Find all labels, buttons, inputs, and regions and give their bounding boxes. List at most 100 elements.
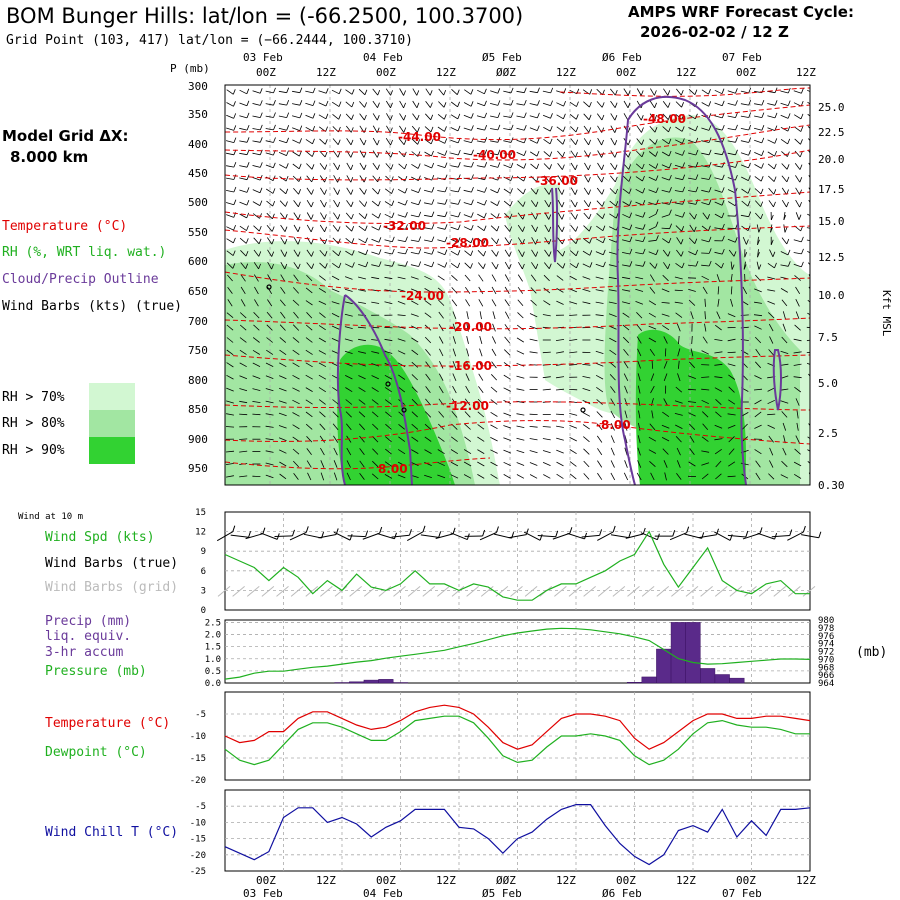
wind-barb xyxy=(490,437,498,442)
wind-barb-flag xyxy=(774,150,777,157)
wind-barb-flag xyxy=(758,264,762,270)
wind-barb xyxy=(226,214,234,218)
wind-barb xyxy=(267,249,273,257)
wind-barb xyxy=(727,152,736,156)
wind-barb xyxy=(674,400,683,404)
wind-barb xyxy=(280,249,286,257)
wind-barb xyxy=(333,447,338,456)
wind-barb-flag xyxy=(537,87,540,93)
wind-barb xyxy=(424,227,432,230)
wind-barb-flag xyxy=(233,113,237,119)
bottom-hour-label: 00Z xyxy=(376,874,396,887)
wind-barb xyxy=(492,311,496,320)
wind-barb xyxy=(278,90,287,94)
wind-barb xyxy=(463,165,472,168)
wind-barb-flag xyxy=(363,152,367,158)
wind-barb xyxy=(292,424,300,430)
wind-barb-flag xyxy=(654,139,658,145)
wind-barb xyxy=(359,101,365,108)
wind-barb xyxy=(344,338,353,342)
wind-barb-flag xyxy=(312,87,316,94)
wind-barb xyxy=(714,165,723,168)
wind-barb xyxy=(727,475,736,478)
wind-barb xyxy=(372,162,378,170)
pressure-tick: 750 xyxy=(188,344,208,357)
bottom-hour-label: 12Z xyxy=(436,874,456,887)
wind-barb xyxy=(529,351,538,354)
wind-barb xyxy=(557,199,563,208)
grid-wind-barb xyxy=(217,586,231,597)
wind-barb xyxy=(808,199,810,204)
wind-barb xyxy=(450,202,459,205)
wind-barb xyxy=(569,113,577,120)
wind-barb-flag xyxy=(523,112,527,118)
wind-barb-flag xyxy=(484,88,487,94)
y-tick-label: 2.5 xyxy=(205,618,221,628)
wind-barb-flag xyxy=(364,201,368,207)
wind-barb xyxy=(688,288,696,292)
wind-barb xyxy=(359,162,365,171)
wind-barb xyxy=(253,237,260,245)
marker xyxy=(401,407,407,413)
wind-barb xyxy=(531,237,536,245)
wind-barb-flag xyxy=(669,199,672,205)
wind-barb xyxy=(569,449,577,455)
wind-barb xyxy=(278,103,287,106)
wind-barb xyxy=(305,411,313,418)
wind-barb-flag xyxy=(495,263,499,270)
wind-barb-flag xyxy=(233,186,237,193)
wind-barb xyxy=(557,212,563,220)
wind-barb-flag xyxy=(429,90,433,96)
wind-barb xyxy=(345,399,353,405)
wind-barb xyxy=(437,126,445,132)
wind-barb xyxy=(266,212,273,220)
wind-barb xyxy=(450,436,458,442)
wind-barb xyxy=(780,90,789,94)
wind-barb-flag xyxy=(707,214,710,220)
wind-barb xyxy=(450,474,459,479)
wind-barb-flag xyxy=(655,151,658,157)
wind-barb xyxy=(345,250,353,256)
wind-barb xyxy=(372,150,378,158)
wind-barb xyxy=(663,360,668,369)
true-wind-barb xyxy=(377,533,395,540)
wind-barb xyxy=(425,88,431,96)
wind-barb xyxy=(624,460,628,468)
wind-barb-flag xyxy=(813,152,815,157)
wind-barb-flag xyxy=(642,261,646,267)
wind-barb xyxy=(635,239,644,242)
wind-barb-flag xyxy=(629,212,632,218)
wind-barb xyxy=(452,360,457,369)
wind-barb-flag xyxy=(430,102,433,108)
wind-barb xyxy=(438,299,445,306)
wind-barb xyxy=(490,103,498,106)
wind-barb xyxy=(780,400,789,404)
wind-barb-flag xyxy=(284,239,288,245)
wind-barb xyxy=(556,102,564,107)
wind-barb-flag xyxy=(246,212,250,219)
wind-barb xyxy=(795,311,800,320)
wind-barb xyxy=(319,237,326,245)
wind-barb xyxy=(318,275,326,281)
wind-barb-flag xyxy=(535,201,539,207)
true-wind-barb xyxy=(642,527,646,535)
wind-barb xyxy=(319,162,326,170)
wind-barb xyxy=(542,114,551,119)
wind-barb-flag xyxy=(337,164,341,170)
wind-barb xyxy=(398,423,405,430)
wind-barb xyxy=(424,239,432,242)
wind-barb xyxy=(806,339,810,342)
wind-barb xyxy=(677,348,681,357)
true-wind-barb xyxy=(365,530,369,537)
wind-barb-flag xyxy=(245,250,249,257)
wind-barb xyxy=(226,262,234,269)
wind-barb xyxy=(781,237,788,245)
true-wind-barb xyxy=(742,532,761,540)
marker xyxy=(580,407,586,413)
grid-wind-barb xyxy=(334,586,348,597)
wind-barb-flag xyxy=(787,125,791,132)
wind-barb xyxy=(608,276,617,280)
wind-barb xyxy=(490,473,498,479)
wind-barb-flag xyxy=(271,251,275,257)
wind-barb xyxy=(410,264,419,267)
